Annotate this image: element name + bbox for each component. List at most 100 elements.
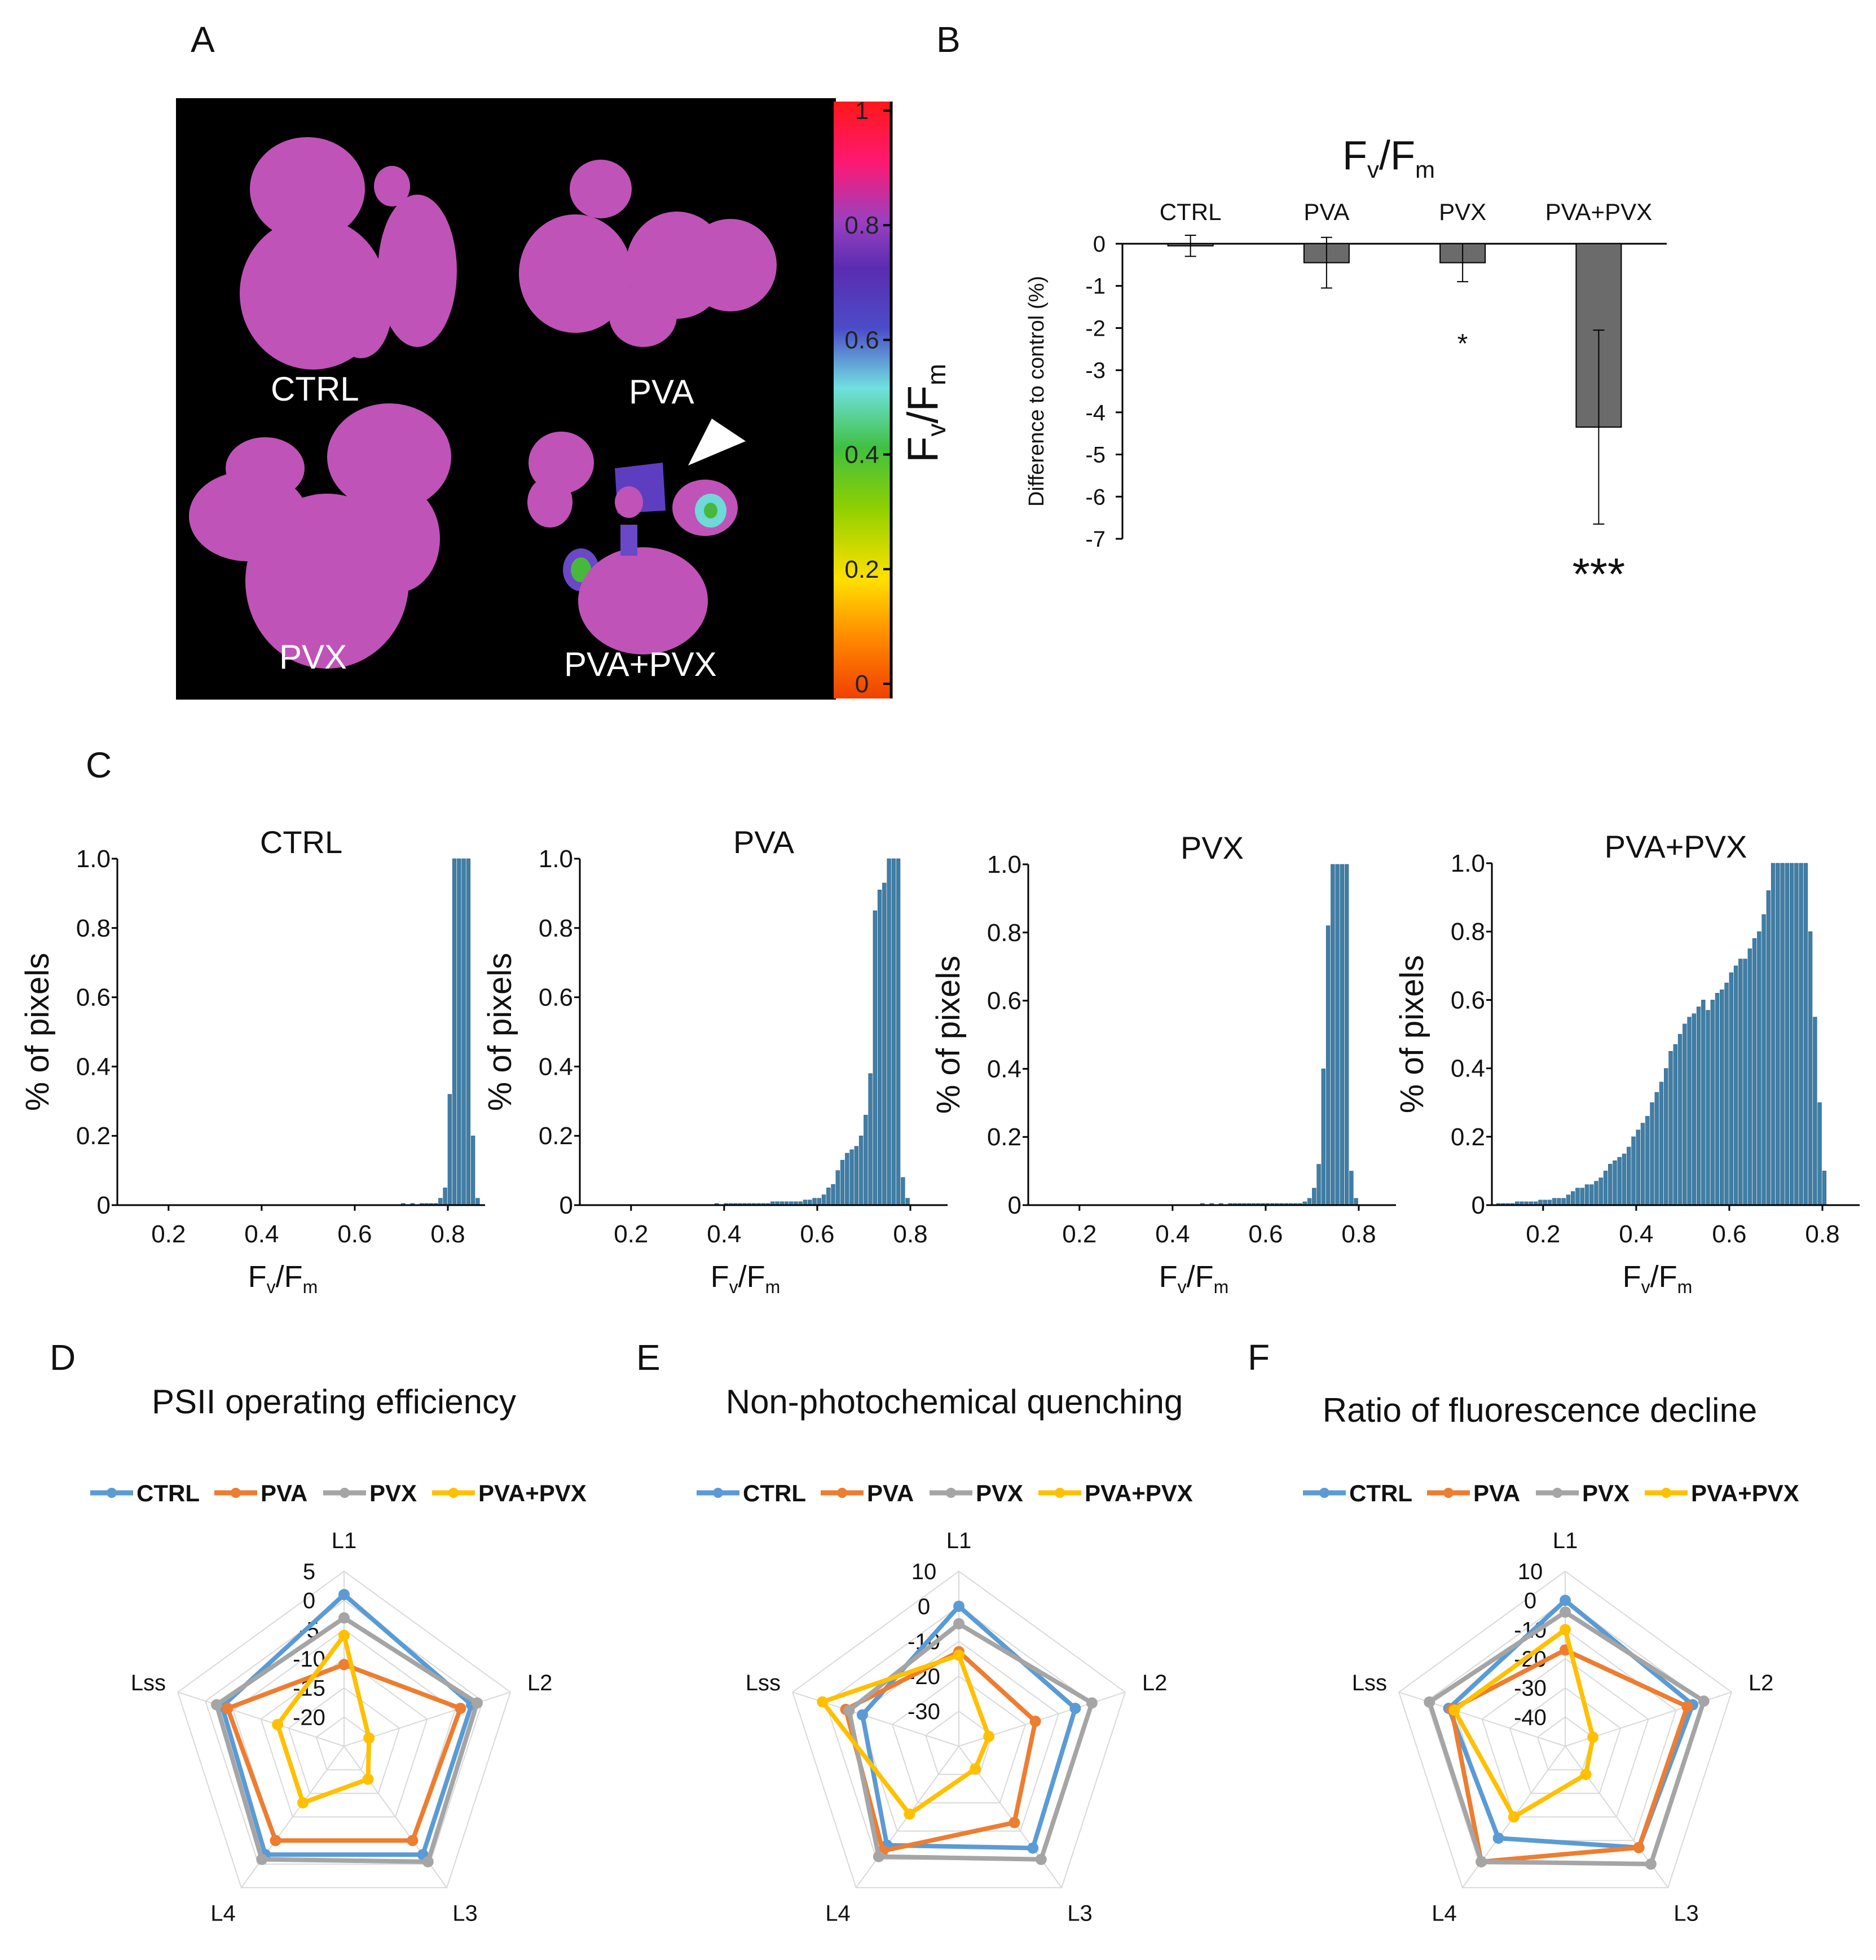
- histogram-y-tick-label: 0.4: [987, 1055, 1021, 1083]
- histogram-bar: [1692, 1013, 1696, 1206]
- radar-point: [422, 1856, 434, 1867]
- chart-b-y-tick-label: -3: [1085, 358, 1106, 383]
- histogram-x-tick-label: 0.8: [893, 1220, 927, 1248]
- radar-point: [970, 1763, 981, 1775]
- radar-point: [1508, 1811, 1520, 1823]
- radar-e: Non-photochemical quenching CTRL PVA PVX PVA…: [697, 1383, 1193, 1926]
- histogram-bar: [1584, 1184, 1589, 1206]
- radar-grid-ring: [891, 1675, 1027, 1804]
- panel-label-d: D: [50, 1337, 76, 1378]
- chart-b-category-label: PVA+PVX: [1545, 199, 1653, 225]
- legend-marker: [1443, 1488, 1454, 1498]
- histogram-bar: [864, 1115, 868, 1206]
- colorbar-tick-label: 0.4: [844, 441, 879, 469]
- radar-tick-label: 0: [1524, 1589, 1536, 1614]
- histogram-bar: [470, 1135, 475, 1206]
- panel-label-c: C: [86, 745, 112, 785]
- histogram-bar: [1789, 863, 1794, 1206]
- radar-point: [210, 1699, 222, 1711]
- histogram-y-tick-label: 0: [97, 1192, 111, 1219]
- histogram-bar: [1733, 965, 1738, 1206]
- histogram-bar: [461, 858, 466, 1206]
- plant-pvx: [189, 403, 451, 669]
- histogram-bar: [826, 1188, 831, 1206]
- histogram-x-label-mid: /F: [276, 1260, 303, 1294]
- radar-series-line: [275, 1633, 372, 1805]
- histogram-x-tick-label: 0.2: [1062, 1220, 1096, 1248]
- radar-series-line: [847, 1621, 1094, 1862]
- histogram-x-label-mid: /F: [1187, 1260, 1214, 1294]
- colorbar-ticks: 1 0.8 0.6 0.4 0.2 0: [844, 97, 891, 698]
- radar-point: [1424, 1696, 1435, 1708]
- fluorescence-image: CTRL PVA PVX PVA+PVX: [176, 98, 836, 700]
- radar-title: PSII operating efficiency: [152, 1383, 516, 1421]
- radar-tick-label: -30: [1514, 1676, 1547, 1701]
- histogram-x-tick-label: 0.4: [707, 1220, 741, 1248]
- radar-grid-ring: [791, 1570, 1126, 1888]
- histogram-y-label: % of pixels: [930, 956, 967, 1114]
- histogram-x-tick-label: 0.8: [430, 1220, 465, 1248]
- chart-b: Fv/Fm 0 -1 -2 -3 -4 -5 -6 -7 Difference to contro…: [1025, 133, 1667, 599]
- histogram-title: CTRL: [260, 824, 342, 860]
- histogram-y-label: % of pixels: [482, 953, 518, 1111]
- radar-grid-ring: [288, 1687, 400, 1794]
- legend-label: PVA: [1473, 1480, 1520, 1506]
- chart-b-significance: *: [1457, 329, 1468, 359]
- histogram-y-tick-label: 0.6: [76, 984, 111, 1012]
- radar-point: [1645, 1858, 1657, 1870]
- histogram-y-tick-label: 0.6: [539, 984, 573, 1012]
- histogram-bar: [466, 858, 471, 1206]
- histogram-x-label-sub2: m: [765, 1277, 781, 1297]
- histogram-y-tick-label: 1.0: [539, 845, 573, 873]
- histogram-bar: [1673, 1044, 1677, 1206]
- histogram-x-tick-label: 0.6: [800, 1220, 834, 1248]
- histogram-bar: [1603, 1171, 1608, 1206]
- histogram-bar: [1622, 1153, 1627, 1206]
- legend-item-pva-pvx: PVA+PVX: [1038, 1480, 1193, 1506]
- legend-item-pvx: PVX: [1536, 1480, 1630, 1506]
- plant-pva: [519, 160, 777, 347]
- histogram-bar: [1715, 992, 1720, 1206]
- radar-series-pva-pvx: [272, 1629, 375, 1809]
- chart-b-title-main: F: [1342, 133, 1367, 178]
- histogram-bar: [1822, 1171, 1827, 1206]
- histogram-x-tick-label: 0.8: [1341, 1220, 1376, 1248]
- plant-pva-pvx: [527, 432, 738, 654]
- legend-label: PVX: [976, 1480, 1023, 1506]
- radar-axis-label: Lss: [746, 1671, 781, 1695]
- radar-series-line: [1446, 1598, 1696, 1850]
- colorbar-title-text: Fv/Fm: [899, 364, 951, 463]
- radar-axis-label: L3: [1674, 1901, 1699, 1926]
- chart-b-y-tick-label: -5: [1085, 443, 1106, 468]
- legend-label: PVX: [369, 1480, 417, 1506]
- chart-b-y-tick-label: -7: [1085, 527, 1106, 552]
- histogram-y-tick-label: 1.0: [987, 851, 1021, 878]
- radar-point: [857, 1709, 868, 1721]
- radar-axis-label: L4: [210, 1901, 236, 1926]
- chart-b-y-tick-label: -2: [1085, 316, 1106, 341]
- histogram-bar: [1701, 1000, 1706, 1206]
- colorbar-tick-label: 1: [855, 97, 869, 125]
- histogram-bar: [1677, 1034, 1683, 1206]
- radar-point: [904, 1808, 915, 1820]
- radar-axis-label: L4: [825, 1901, 851, 1926]
- histogram-x-label-main: F: [248, 1260, 267, 1294]
- histogram-y-tick-label: 0.4: [1451, 1055, 1485, 1083]
- histogram-y-tick-label: 0.8: [987, 919, 1021, 947]
- histogram-bar: [1636, 1130, 1640, 1206]
- radar-tick-label: 10: [911, 1559, 937, 1584]
- radar-point: [1492, 1832, 1504, 1844]
- histogram-x-label-main: F: [711, 1260, 729, 1294]
- radar-axis-label: L4: [1432, 1901, 1457, 1926]
- histogram-bar: [896, 858, 901, 1206]
- histogram-bar: [1761, 914, 1766, 1206]
- histogram-bar: [854, 1146, 858, 1206]
- histogram-bar: [1752, 938, 1757, 1206]
- radar-spoke: [240, 1746, 345, 1888]
- histogram-bar: [1316, 1164, 1321, 1206]
- histogram-bar: [1776, 863, 1780, 1206]
- histogram-bar: [1325, 925, 1331, 1206]
- radar-point: [338, 1629, 350, 1641]
- histogram-bar: [1331, 864, 1335, 1206]
